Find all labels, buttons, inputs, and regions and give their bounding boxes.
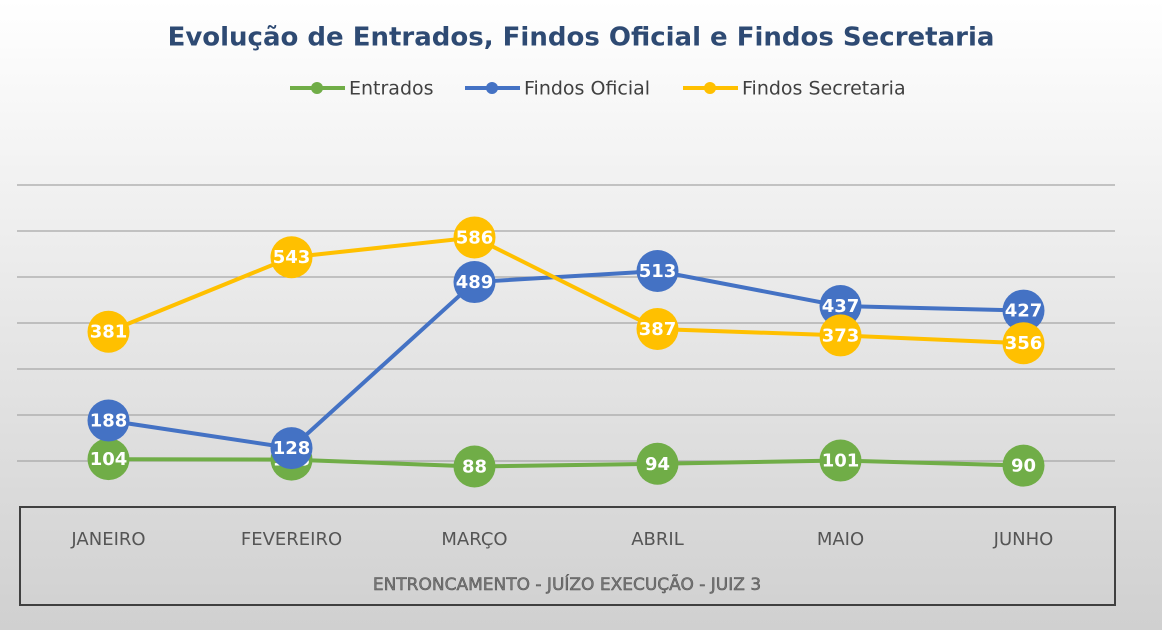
- data-point: [453, 261, 496, 304]
- legend-label: Entrados: [349, 78, 434, 100]
- legend-marker: [486, 82, 498, 94]
- legend-marker: [311, 82, 323, 94]
- x-tick-label: FEVEREIRO: [241, 529, 342, 550]
- data-point: [270, 236, 313, 279]
- x-tick-label: JANEIRO: [70, 529, 145, 550]
- data-label: 128: [273, 438, 311, 459]
- data-point: [270, 427, 313, 470]
- data-point: [453, 216, 496, 259]
- data-point: [87, 399, 130, 442]
- data-point: [636, 307, 679, 350]
- data-label: 188: [90, 411, 128, 432]
- data-label: 101: [822, 451, 860, 472]
- series-line: [108, 269, 1024, 451]
- data-label: 90: [1011, 456, 1036, 477]
- data-point: [819, 439, 862, 482]
- data-label: 356: [1005, 333, 1043, 354]
- data-label: 513: [639, 261, 677, 282]
- x-tick-label: MARÇO: [441, 529, 507, 550]
- data-label: 88: [462, 457, 487, 478]
- data-label: 104: [90, 449, 128, 470]
- data-point: [636, 442, 679, 485]
- data-point: [1002, 322, 1045, 365]
- data-label: 489: [456, 272, 494, 293]
- series-line: [108, 457, 1024, 469]
- x-tick-label: ABRIL: [631, 529, 684, 550]
- x-tick-label: MAIO: [817, 529, 864, 550]
- data-label: 381: [90, 322, 128, 343]
- data-label: 586: [456, 227, 494, 248]
- series-line: [107, 235, 1024, 346]
- legend-label: Findos Secretaria: [742, 78, 906, 100]
- data-point: [636, 250, 679, 293]
- data-label: 437: [822, 296, 860, 317]
- x-tick-label: JUNHO: [993, 529, 1054, 550]
- data-label: 387: [639, 319, 677, 340]
- legend-marker: [704, 82, 716, 94]
- data-point: [87, 438, 130, 481]
- data-label: 373: [822, 325, 860, 346]
- x-axis-box: [19, 506, 1116, 606]
- data-point: [1002, 289, 1045, 332]
- data-point: [819, 314, 862, 357]
- data-point: [819, 284, 862, 327]
- data-point: [87, 310, 130, 353]
- data-label: 94: [645, 454, 670, 475]
- data-point: [1002, 444, 1045, 487]
- data-label: 427: [1005, 301, 1043, 322]
- data-point: [453, 445, 496, 488]
- legend-label: Findos Oficial: [524, 78, 650, 100]
- data-label: 543: [273, 247, 311, 268]
- chart-title: Evolução de Entrados, Findos Oficial e F…: [168, 23, 995, 53]
- x-axis-title: ENTRONCAMENTO - JUÍZO EXECUÇÃO - JUIZ 3: [373, 573, 761, 595]
